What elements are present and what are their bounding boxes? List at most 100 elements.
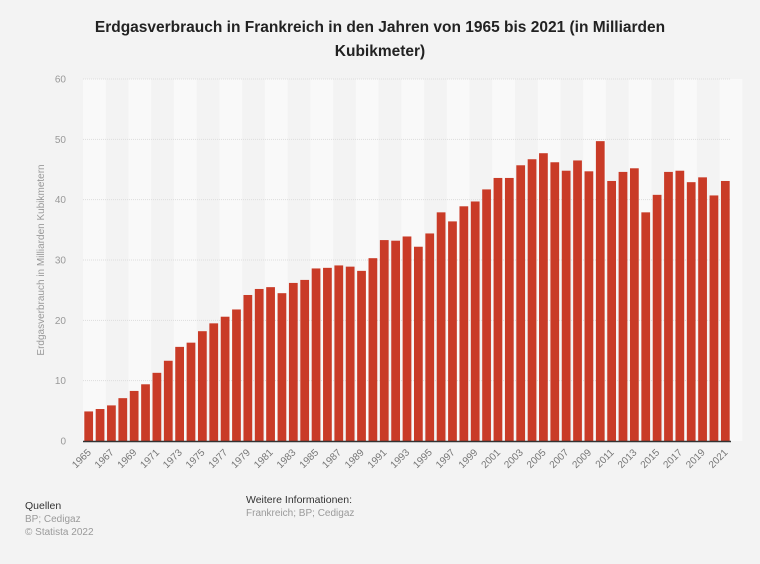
x-tick-label: 1971: [139, 447, 163, 471]
x-tick-label: 1995: [411, 447, 435, 471]
x-tick-label: 2021: [707, 447, 731, 471]
bar-2005[interactable]: [539, 153, 548, 441]
more-info-text[interactable]: Frankreich; BP; Cedigaz: [246, 508, 355, 519]
x-tick-label: 2001: [480, 447, 504, 471]
bar-2018[interactable]: [686, 182, 696, 442]
x-tick-label: 2013: [616, 447, 640, 471]
x-tick-label: 1985: [298, 447, 322, 471]
bar-1976[interactable]: [209, 323, 219, 441]
bar-1987[interactable]: [334, 265, 344, 441]
bar-1986[interactable]: [323, 267, 332, 441]
bar-2000[interactable]: [482, 189, 491, 441]
bar-2020[interactable]: [709, 195, 719, 441]
bar-1979[interactable]: [243, 294, 253, 441]
bar-2009[interactable]: [584, 171, 594, 441]
y-tick-label: 40: [55, 195, 67, 206]
bar-2011[interactable]: [607, 180, 616, 441]
bar-2015[interactable]: [652, 194, 662, 441]
bar-1984[interactable]: [300, 279, 310, 441]
bar-1975[interactable]: [197, 331, 207, 441]
x-tick-label: 1969: [116, 447, 140, 471]
bar-1968[interactable]: [118, 398, 128, 441]
bar-1970[interactable]: [141, 384, 150, 441]
bar-1990[interactable]: [368, 258, 378, 441]
y-tick-label: 50: [55, 135, 67, 146]
bar-1994[interactable]: [413, 246, 423, 441]
bar-2004[interactable]: [527, 159, 537, 442]
bar-1971[interactable]: [152, 372, 162, 441]
x-tick-label: 1981: [252, 447, 276, 471]
column-band: [83, 79, 106, 441]
x-tick-label: 1975: [184, 447, 208, 471]
x-tick-label: 2003: [502, 447, 526, 471]
x-tick-label: 1997: [434, 447, 458, 471]
bar-1966[interactable]: [95, 409, 105, 441]
x-tick-label: 2007: [548, 447, 572, 471]
bars: [84, 141, 730, 442]
bar-2006[interactable]: [550, 162, 560, 441]
bar-1983[interactable]: [288, 282, 298, 441]
more-info-heading: Weitere Informationen:: [246, 494, 353, 506]
bar-1973[interactable]: [175, 346, 184, 441]
bar-2010[interactable]: [595, 141, 605, 441]
bar-1997[interactable]: [448, 221, 457, 441]
y-axis-label: Erdgasverbrauch in Milliarden Kubikmeter…: [36, 164, 47, 355]
bar-2003[interactable]: [516, 165, 526, 441]
bar-1988[interactable]: [345, 266, 355, 441]
bar-1977[interactable]: [220, 316, 230, 441]
bar-1980[interactable]: [254, 288, 264, 441]
x-tick-label: 2017: [661, 447, 685, 471]
bar-1992[interactable]: [391, 240, 400, 441]
bar-1967[interactable]: [107, 405, 116, 441]
bar-1989[interactable]: [357, 270, 366, 441]
bar-1972[interactable]: [163, 360, 173, 441]
x-tick-label: 1999: [457, 447, 481, 471]
y-tick-label: 30: [55, 256, 67, 267]
bar-2002[interactable]: [504, 177, 514, 441]
x-axis-ticks: 1965 1967 1969 1971 1973 1975 1977 1979 1981 1983…: [70, 447, 730, 471]
bar-1995[interactable]: [425, 233, 435, 441]
more-info-block: Weitere Informationen: Frankreich; BP; C…: [246, 494, 354, 520]
y-axis-ticks: 0 10 20 30 40 50 60: [55, 75, 67, 448]
bar-1965[interactable]: [84, 411, 94, 441]
sources-heading: Quellen: [25, 500, 62, 512]
bar-2014[interactable]: [641, 212, 651, 441]
x-tick-label: 1987: [320, 447, 344, 471]
sources-text[interactable]: BP; Cedigaz: [25, 514, 81, 525]
bar-1996[interactable]: [436, 212, 446, 441]
bar-1991[interactable]: [379, 240, 389, 441]
bar-2019[interactable]: [698, 177, 707, 441]
bar-1985[interactable]: [311, 268, 321, 441]
x-tick-label: 1991: [366, 447, 390, 471]
bar-1978[interactable]: [232, 309, 241, 441]
bar-2008[interactable]: [573, 160, 582, 441]
bar-1999[interactable]: [470, 201, 480, 441]
x-tick-label: 1979: [229, 447, 253, 471]
bar-1982[interactable]: [277, 293, 287, 441]
bar-1998[interactable]: [459, 206, 469, 441]
x-tick-label: 1965: [70, 447, 94, 471]
y-tick-label: 20: [55, 316, 67, 327]
bar-2001[interactable]: [493, 177, 503, 441]
bar-2016[interactable]: [664, 171, 673, 441]
y-tick-label: 60: [55, 75, 67, 86]
bar-1981[interactable]: [266, 287, 275, 441]
copyright-text: © Statista 2022: [25, 527, 94, 538]
bar-1969[interactable]: [129, 390, 139, 441]
x-tick-label: 1977: [207, 447, 231, 471]
sources-block: Quellen BP; Cedigaz © Statista 2022: [25, 500, 94, 539]
bar-2007[interactable]: [561, 170, 571, 441]
bar-2017[interactable]: [675, 170, 685, 441]
chart-title-line-2: Kubikmeter): [334, 43, 426, 60]
x-tick-label: 1993: [389, 447, 413, 471]
bar-1974[interactable]: [186, 342, 196, 441]
bar-2013[interactable]: [629, 168, 639, 442]
bar-1993[interactable]: [402, 236, 412, 441]
bar-2021[interactable]: [720, 180, 730, 441]
x-tick-label: 2005: [525, 447, 549, 471]
bar-2012[interactable]: [618, 171, 628, 441]
x-tick-label: 1983: [275, 447, 299, 471]
x-tick-label: 2019: [684, 447, 708, 471]
y-tick-label: 10: [55, 376, 67, 387]
